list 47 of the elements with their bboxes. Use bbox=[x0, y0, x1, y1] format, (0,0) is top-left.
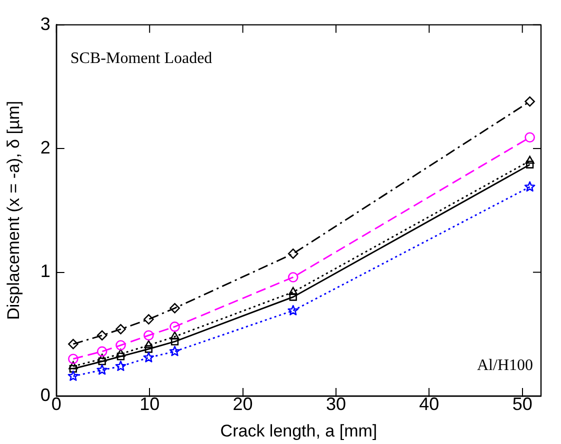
point bbox=[68, 370, 79, 381]
point bbox=[288, 286, 298, 295]
point bbox=[288, 248, 298, 259]
point bbox=[68, 361, 78, 370]
point bbox=[116, 324, 126, 334]
point bbox=[289, 293, 297, 301]
x-tick-label: 30 bbox=[326, 394, 346, 414]
point bbox=[116, 352, 125, 360]
x-tick-label: 10 bbox=[140, 394, 160, 414]
y-tick-label: 1 bbox=[40, 261, 50, 282]
point bbox=[116, 340, 126, 350]
point bbox=[144, 345, 152, 353]
point bbox=[524, 181, 536, 192]
point bbox=[524, 132, 535, 143]
y-axis-title: Displacement (x = -a), δ [µm] bbox=[4, 100, 23, 320]
point bbox=[143, 352, 154, 362]
point bbox=[96, 346, 108, 357]
x-axis-title: Crack length, a [mm] bbox=[220, 421, 378, 440]
x-tick-label: 20 bbox=[232, 394, 253, 414]
point bbox=[68, 338, 78, 350]
point bbox=[115, 360, 126, 371]
point bbox=[170, 322, 180, 332]
point bbox=[524, 96, 535, 107]
point bbox=[144, 314, 154, 324]
point bbox=[98, 358, 106, 366]
point bbox=[98, 354, 107, 362]
point bbox=[69, 364, 78, 373]
point bbox=[526, 160, 534, 168]
point bbox=[170, 331, 180, 340]
point bbox=[288, 272, 298, 282]
point bbox=[288, 304, 299, 316]
y-tick-label: 3 bbox=[40, 14, 50, 34]
annotation: Al/H100 bbox=[477, 357, 533, 374]
y-tick-label: 2 bbox=[40, 138, 50, 158]
point bbox=[68, 354, 78, 364]
x-tick-label: 50 bbox=[512, 394, 532, 414]
point bbox=[116, 348, 126, 357]
point bbox=[169, 346, 180, 356]
point bbox=[170, 303, 180, 314]
point bbox=[96, 364, 108, 375]
annotation: SCB-Moment Loaded bbox=[70, 50, 212, 68]
point bbox=[170, 338, 179, 346]
point bbox=[525, 156, 534, 164]
x-tick-label: 40 bbox=[419, 394, 440, 414]
point bbox=[144, 340, 154, 348]
point bbox=[144, 330, 154, 341]
point bbox=[96, 330, 108, 341]
